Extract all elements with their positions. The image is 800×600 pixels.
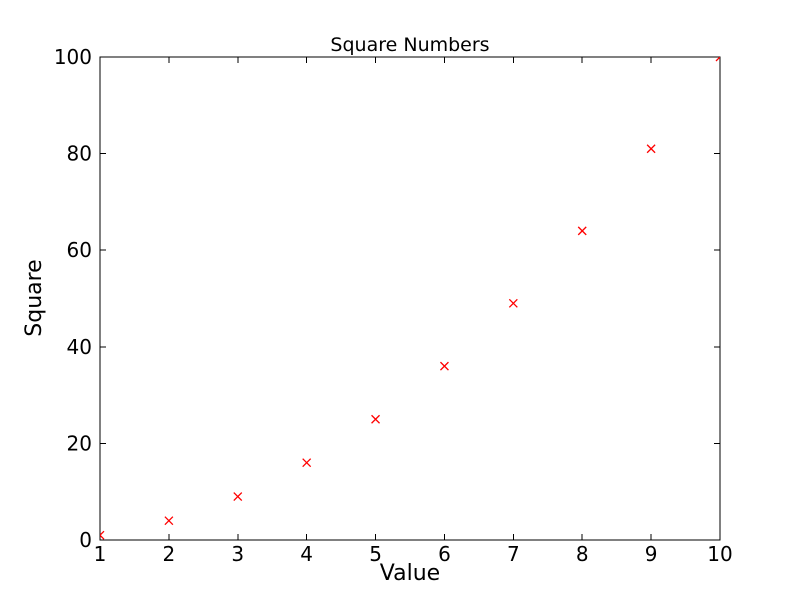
marker-stroke [439, 361, 449, 371]
marker-stroke [164, 516, 174, 526]
x-tick-label: 4 [300, 542, 313, 566]
x-tick-label: 3 [231, 542, 244, 566]
marker-stroke [371, 414, 381, 424]
data-point-marker [577, 226, 587, 236]
marker-stroke [646, 144, 656, 154]
y-tick-label: 60 [67, 238, 92, 262]
data-point-marker [439, 361, 449, 371]
data-point-marker [715, 57, 720, 62]
data-points [100, 57, 720, 540]
chart-title: Square Numbers [330, 34, 489, 56]
y-tick-label: 20 [67, 431, 92, 455]
data-point-marker [100, 530, 105, 540]
x-tick-label: 5 [369, 542, 382, 566]
y-tick-label: 40 [67, 335, 92, 359]
tick-marks [99, 56, 721, 541]
x-tick-label: 8 [576, 542, 589, 566]
axes-frame [99, 56, 721, 541]
x-tick-label: 9 [645, 542, 658, 566]
data-point-marker [233, 492, 243, 501]
y-tick-label: 100 [54, 45, 92, 69]
data-point-marker [646, 144, 656, 154]
x-tick-label: 2 [163, 542, 176, 566]
x-tick-label: 7 [507, 542, 520, 566]
marker-stroke [100, 534, 105, 540]
marker-stroke [302, 458, 312, 468]
data-point-marker [164, 516, 174, 526]
x-axis-label: Value [380, 561, 440, 586]
marker-stroke [508, 298, 518, 308]
y-tick-label: 0 [79, 528, 92, 552]
x-tick-label: 1 [94, 542, 107, 566]
marker-stroke [577, 226, 587, 236]
y-axis-label: Square [22, 259, 47, 336]
x-tick-label: 10 [707, 542, 732, 566]
data-point-marker [302, 458, 312, 468]
data-point-marker [508, 298, 518, 308]
marker-stroke [715, 57, 720, 62]
marker-stroke [100, 530, 105, 537]
y-tick-label: 80 [67, 142, 92, 166]
x-tick-label: 6 [438, 542, 451, 566]
data-point-marker [371, 414, 381, 424]
marker-stroke [233, 492, 243, 501]
